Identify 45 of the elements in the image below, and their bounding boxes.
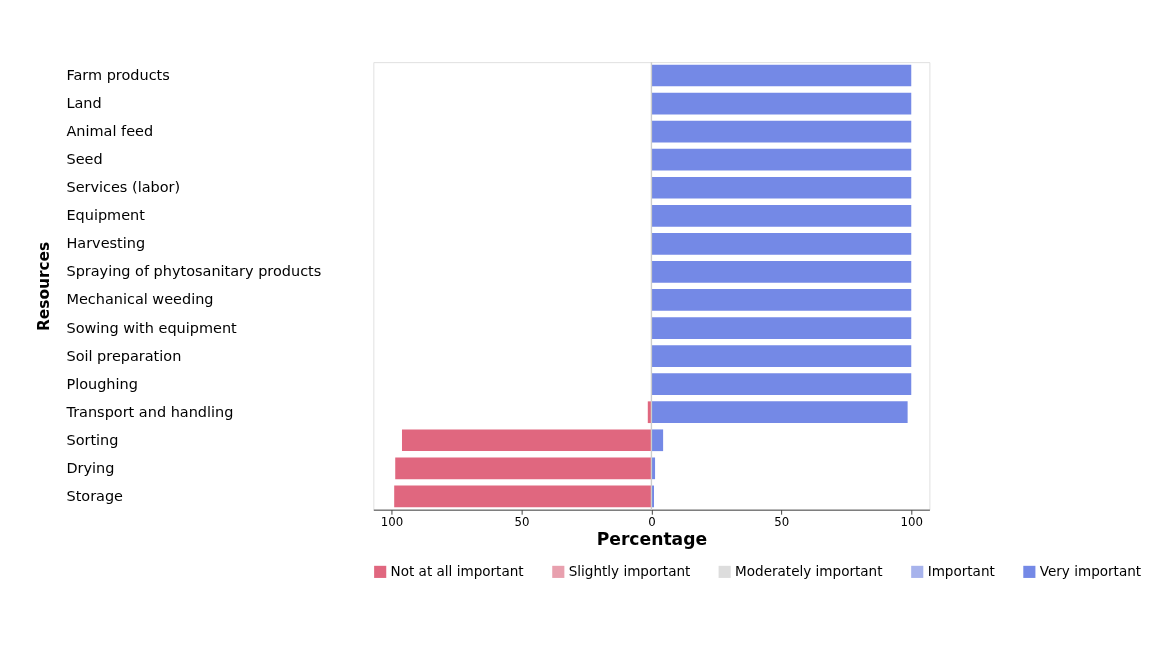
y-tick-label: Storage <box>66 487 124 504</box>
bar <box>394 485 652 508</box>
x-tick-label: 50 <box>514 514 530 529</box>
x-tick-label: 100 <box>900 514 923 529</box>
y-tick-label: Transport and handling <box>65 403 234 420</box>
y-tick-label: Sorting <box>66 431 119 448</box>
x-tick-label: 100 <box>380 514 404 529</box>
legend-label: Moderately important <box>735 563 883 580</box>
bar <box>651 233 912 255</box>
y-tick-label: Seed <box>66 151 103 168</box>
y-tick-label: Mechanical weeding <box>66 291 214 308</box>
y-tick-label: Animal feed <box>66 123 154 140</box>
bar <box>651 148 912 171</box>
bar <box>651 401 908 424</box>
bar <box>651 289 912 311</box>
legend-label: Slightly important <box>568 563 691 580</box>
y-tick-label: Soil preparation <box>66 347 182 364</box>
legend-label: Very important <box>1039 563 1142 580</box>
bar <box>651 64 912 87</box>
bar <box>651 92 912 115</box>
y-tick-label: Drying <box>66 459 115 476</box>
bar <box>651 261 912 283</box>
bar <box>651 317 912 339</box>
bar <box>651 345 912 367</box>
y-tick-label: Land <box>66 95 102 112</box>
bar <box>401 429 652 452</box>
x-tick-label: 0 <box>648 514 656 529</box>
x-tick-label: 50 <box>774 514 790 529</box>
legend-label: Important <box>927 563 995 580</box>
bar <box>651 120 912 143</box>
y-tick-label: Harvesting <box>66 235 146 252</box>
y-tick-label: Services (labor) <box>66 179 181 196</box>
y-tick-label: Ploughing <box>66 375 138 392</box>
bar <box>651 204 912 227</box>
bar <box>651 429 664 452</box>
y-tick-label: Farm products <box>66 67 170 84</box>
bar <box>651 176 912 199</box>
x-axis-title: Percentage <box>596 529 708 550</box>
bar <box>395 457 652 480</box>
y-tick-label: Equipment <box>66 207 146 224</box>
y-axis-title: Resources <box>35 241 54 331</box>
bar <box>651 373 912 395</box>
y-tick-label: Sowing with equipment <box>66 319 238 336</box>
y-tick-label: Spraying of phytosanitary products <box>66 263 322 280</box>
legend-label: Not at all important <box>390 563 524 580</box>
